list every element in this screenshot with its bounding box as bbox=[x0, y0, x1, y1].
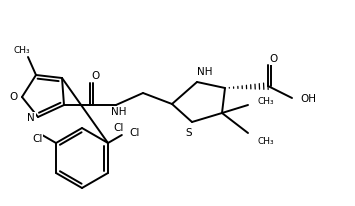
Text: NH: NH bbox=[197, 67, 213, 77]
Text: O: O bbox=[10, 92, 18, 102]
Text: CH₃: CH₃ bbox=[14, 46, 30, 55]
Text: Cl: Cl bbox=[114, 123, 124, 133]
Text: S: S bbox=[186, 128, 192, 138]
Text: NH: NH bbox=[111, 107, 127, 117]
Text: CH₃: CH₃ bbox=[258, 137, 275, 145]
Text: OH: OH bbox=[300, 94, 316, 104]
Text: Cl: Cl bbox=[130, 128, 140, 138]
Text: CH₃: CH₃ bbox=[258, 96, 275, 105]
Text: O: O bbox=[270, 54, 278, 64]
Text: Cl: Cl bbox=[32, 134, 43, 144]
Text: N: N bbox=[27, 113, 35, 123]
Text: O: O bbox=[92, 71, 100, 81]
